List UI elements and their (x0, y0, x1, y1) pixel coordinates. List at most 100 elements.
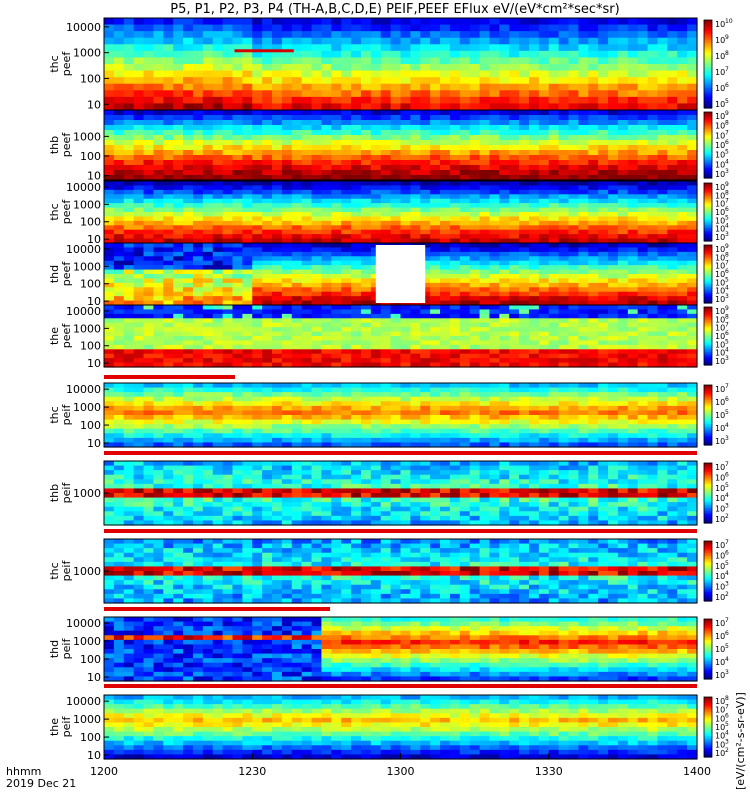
heatmap-cell (242, 322, 253, 328)
heatmap-cell (400, 238, 411, 244)
heatmap-cell (202, 353, 214, 359)
heatmap-cell (598, 322, 609, 328)
heatmap-cell (558, 282, 570, 288)
heatmap-cell (301, 125, 313, 131)
heatmap-cell (420, 83, 431, 91)
heatmap-cell (183, 419, 194, 425)
heatmap-cell (449, 90, 461, 98)
heatmap-cell (351, 115, 362, 121)
heatmap-cell (163, 387, 174, 393)
heatmap-cell (113, 212, 125, 218)
heatmap-cell (598, 313, 609, 319)
heatmap-cell (360, 401, 372, 407)
heatmap-cell (360, 18, 372, 26)
heatmap-cell (281, 358, 293, 364)
heatmap-cell (558, 349, 570, 355)
heatmap-cell (400, 410, 411, 416)
heatmap-cell (608, 185, 619, 191)
heatmap-cell (133, 185, 145, 191)
heatmap-cell (163, 358, 174, 364)
heatmap-cell (380, 175, 392, 181)
colorbar-step (704, 174, 712, 177)
y-tick-label: 10000 (66, 305, 101, 318)
heatmap-cell (627, 318, 639, 324)
heatmap-cell (272, 130, 283, 136)
heatmap-cell (410, 64, 421, 72)
heatmap-cell (222, 322, 234, 328)
heatmap-cell (687, 198, 698, 204)
heatmap-cell (360, 225, 372, 231)
heatmap-cell (281, 234, 293, 240)
y-tick-label: 1000 (73, 322, 101, 335)
heatmap-cell (113, 83, 125, 91)
colorbar-tick-exponent: 6 (725, 330, 729, 337)
heatmap-cell (479, 37, 491, 45)
heatmap-cell (687, 349, 698, 355)
heatmap-cell (400, 428, 411, 434)
heatmap-cell (360, 405, 372, 412)
heatmap-cell (459, 238, 471, 244)
heatmap-cell (509, 77, 520, 85)
colorbar-tick-label: 10 (715, 295, 725, 304)
heatmap-cell (509, 353, 520, 359)
heatmap-cell (183, 383, 194, 389)
heatmap-cell (469, 181, 481, 187)
heatmap-cell (469, 212, 481, 218)
heatmap-cell (578, 115, 589, 121)
heatmap-cell (143, 331, 155, 337)
heatmap-cell (657, 37, 668, 45)
heatmap-cell (608, 349, 619, 355)
colorbar-step (704, 154, 712, 158)
heatmap-cell (341, 296, 352, 302)
heatmap-cell (360, 392, 372, 398)
heatmap-cell (558, 189, 570, 195)
heatmap-cell (192, 165, 204, 171)
heatmap-cell (252, 165, 263, 171)
heatmap-cell (400, 24, 411, 32)
heatmap-cell (489, 216, 500, 222)
heatmap-cell (153, 322, 164, 328)
colorbar-tick-label: 10 (715, 349, 725, 358)
heatmap-cell (390, 336, 402, 342)
heatmap-cell (212, 396, 224, 402)
heatmap-cell (608, 189, 619, 195)
heatmap-cell (459, 175, 471, 181)
heatmap-cell (519, 64, 530, 72)
heatmap-cell (578, 322, 589, 328)
heatmap-cell (608, 353, 619, 359)
heatmap-cell (113, 296, 125, 302)
heatmap-cell (440, 145, 451, 151)
heatmap-cell (578, 175, 589, 181)
heatmap-cell (242, 83, 253, 91)
heatmap-cell (538, 90, 550, 98)
heatmap-cell (360, 428, 372, 434)
heatmap-cell (123, 433, 135, 439)
heatmap-cell (449, 120, 461, 126)
colorbar-step (704, 294, 712, 297)
heatmap-cell (687, 31, 698, 39)
heatmap-cell (430, 344, 441, 350)
heatmap-cell (192, 234, 204, 240)
heatmap-cell (528, 309, 540, 315)
heatmap-cell (331, 220, 342, 226)
heatmap-cell (252, 135, 263, 141)
heatmap-cell (499, 31, 510, 39)
heatmap-cell (608, 282, 619, 288)
heatmap-cell (657, 220, 668, 226)
heatmap-cell (104, 90, 115, 98)
heatmap-cell (311, 18, 323, 26)
heatmap-cell (291, 185, 303, 191)
heatmap-cell (390, 437, 402, 444)
heatmap-cell (133, 433, 145, 439)
heatmap-cell (598, 175, 609, 181)
heatmap-cell (133, 415, 145, 421)
colorbar-step (704, 356, 712, 359)
heatmap-cell (469, 358, 481, 364)
heatmap-cell (222, 125, 234, 131)
heatmap-cell (687, 115, 698, 121)
heatmap-cell (163, 291, 174, 297)
heatmap-cell (262, 336, 273, 342)
heatmap-cell (123, 50, 135, 59)
heatmap-cell (528, 145, 540, 151)
heatmap-cell (479, 313, 491, 319)
